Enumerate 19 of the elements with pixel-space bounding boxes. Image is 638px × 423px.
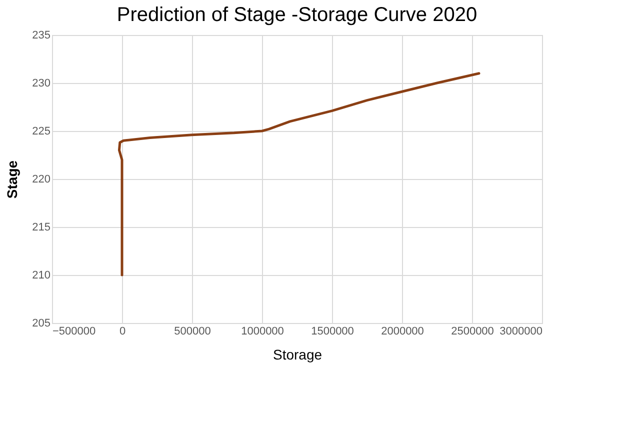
x-tick-label: 3000000 bbox=[500, 326, 542, 338]
x-tick-label: 2500000 bbox=[451, 326, 494, 338]
y-tick-label: 210 bbox=[32, 270, 50, 282]
y-tick-label: 235 bbox=[32, 30, 50, 42]
y-tick-label: 215 bbox=[32, 222, 50, 234]
y-tick-label: 230 bbox=[32, 78, 50, 90]
x-tick-label: −500000 bbox=[52, 326, 96, 338]
y-tick-label: 225 bbox=[32, 126, 50, 138]
x-tick-label: 1500000 bbox=[311, 326, 354, 338]
y-tick-label: 220 bbox=[32, 174, 50, 186]
line-series bbox=[118, 72, 480, 276]
x-tick-label: 0 bbox=[119, 326, 126, 338]
x-tick-label: 2000000 bbox=[381, 326, 424, 338]
x-tick-label: 1000000 bbox=[241, 326, 284, 338]
x-axis-title: Storage bbox=[272, 346, 322, 362]
x-tick-label: 500000 bbox=[174, 326, 211, 338]
y-axis-title: Stage bbox=[4, 160, 20, 199]
y-tick-label: 205 bbox=[32, 318, 50, 330]
chart-title: Prediction of Stage -Storage Curve 2020 bbox=[116, 4, 478, 26]
